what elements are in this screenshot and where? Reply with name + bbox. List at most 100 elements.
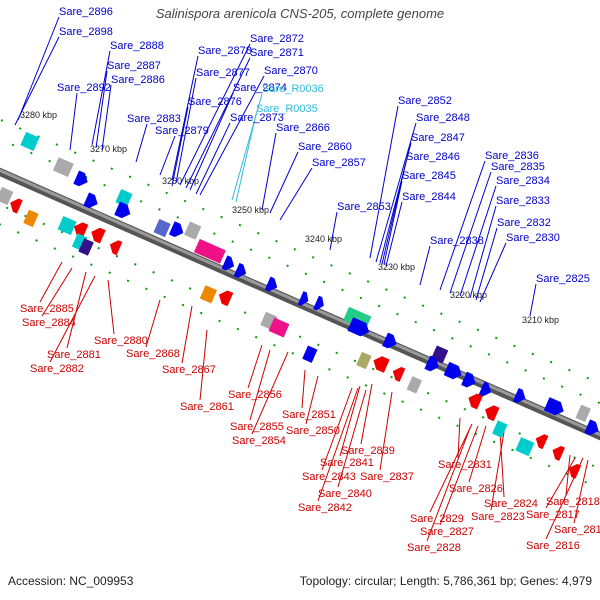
label-leader-line: [369, 105, 399, 259]
label-leaders: [14, 16, 589, 542]
scale-tick-label: 3280 kbp: [20, 110, 57, 120]
label-leader-line: [69, 92, 78, 151]
label-leader-line: [375, 122, 417, 263]
label-leader-line: [449, 171, 492, 294]
reverse-gene-label: Sare_2839: [341, 445, 395, 457]
scale-tick-label: 3210 kbp: [522, 315, 559, 325]
forward-gene-arrow: [114, 201, 131, 219]
forward-gene-arrow: [313, 295, 324, 311]
label-leader-line: [337, 389, 367, 488]
scale-ticks: 3280 kbp 3270 kbp 3260 kbp 3250 kbp 3240 kbp…: [20, 110, 559, 325]
rna-gene-label: Sare_R0036: [262, 83, 324, 95]
forward-gene-arrow: [543, 397, 564, 416]
label-leader-line: [469, 205, 497, 299]
reverse-gene-label: Sare_2837: [360, 471, 414, 483]
forward-gene-label: Sare_2873: [230, 112, 284, 124]
reverse-gene-arrow: [485, 405, 500, 422]
reverse-gene-label: Sare_2880: [94, 335, 148, 347]
gene-box: [406, 376, 423, 394]
label-leader-line: [179, 43, 251, 186]
rna-gene-label: Sare_R0035: [256, 103, 318, 115]
reverse-gene-label: Sare_2843: [302, 471, 356, 483]
label-leader-line: [145, 299, 161, 348]
reverse-gene-label: Sare_2854: [232, 435, 286, 447]
forward-gene-label: Sare_2872: [250, 33, 304, 45]
reverse-gene-arrow: [392, 366, 406, 382]
forward-gene-label: Sare_2879: [155, 125, 209, 137]
reverse-gene-arrow: [552, 445, 566, 461]
forward-gene-arrow: [233, 262, 247, 278]
label-leader-line: [379, 391, 393, 471]
label-leader-line: [419, 245, 431, 286]
label-leader-line: [107, 279, 115, 335]
forward-gene-arrow: [221, 255, 235, 271]
reverse-gene-label: Sare_2816: [526, 540, 580, 552]
reverse-gene-label: Sare_2885: [20, 303, 74, 315]
forward-gene-label: Sare_2830: [506, 232, 560, 244]
label-leader-line: [426, 427, 471, 542]
reverse-gene-arrow: [91, 227, 106, 244]
forward-gene-label: Sare_2833: [496, 195, 550, 207]
forward-gene-arrow: [264, 276, 278, 292]
forward-gene-arrow: [382, 332, 397, 349]
gene-box: [20, 131, 40, 152]
reverse-gene-label: Sare_2829: [410, 513, 464, 525]
reverse-gene-label: Sare_2868: [126, 348, 180, 360]
forward-gene-label: Sare_2845: [402, 170, 456, 182]
label-leader-line: [479, 242, 507, 303]
reverse-gene-label: Sare_2828: [407, 542, 461, 554]
reverse-gene-label: Sare_2826: [449, 483, 503, 495]
label-leader-line: [189, 92, 234, 191]
reverse-gene-label: Sare_2855: [230, 421, 284, 433]
reverse-gene-label: Sare_2884: [22, 317, 76, 329]
forward-gene-label: Sare_2878: [198, 45, 252, 57]
label-leader-line: [545, 457, 576, 509]
forward-gene-label: Sare_2832: [497, 217, 551, 229]
label-leader-line: [171, 55, 199, 181]
label-leader-line: [468, 425, 487, 483]
label-leader-line: [385, 201, 403, 267]
label-leader-line: [499, 429, 505, 498]
forward-gene-label: Sare_2853: [337, 201, 391, 213]
gene-box: [575, 404, 591, 423]
forward-gene-label: Sare_2836: [485, 150, 539, 162]
label-leader-line: [279, 167, 313, 221]
forward-gene-arrow: [168, 221, 184, 238]
label-leader-line: [135, 123, 148, 163]
label-leader-line: [439, 160, 486, 291]
reverse-gene-label: Sare_2823: [471, 511, 525, 523]
label-leader-line: [329, 211, 338, 251]
label-leader-line: [199, 75, 265, 196]
label-leader-line: [247, 344, 263, 389]
forward-gene-label: Sare_2871: [250, 47, 304, 59]
reverse-gene-label: Sare_2818: [546, 496, 600, 508]
label-leader-line: [269, 151, 299, 214]
label-leader-line: [573, 459, 589, 524]
label-leader-line: [159, 135, 176, 176]
forward-gene-label: Sare_2825: [536, 273, 590, 285]
forward-gene-label: Sare_2898: [59, 26, 113, 38]
label-leader-line: [175, 77, 197, 184]
forward-gene-label: Sare_2876: [188, 96, 242, 108]
gene-box: [23, 209, 39, 228]
reverse-gene-arrow: [218, 290, 234, 307]
reverse-gene-arrow: [568, 463, 582, 479]
forward-gene-arrow: [443, 361, 462, 380]
map-title: Salinispora arenicola CNS-205, complete …: [155, 6, 445, 21]
gene-box: [492, 420, 508, 438]
forward-gene-label: Sare_2860: [298, 141, 352, 153]
label-leader-line: [301, 369, 306, 409]
reverse-gene-arrow: [468, 393, 483, 410]
forward-gene-label: Sare_2892: [57, 82, 111, 94]
reverse-gene-label: Sare_2861: [180, 401, 234, 413]
forward-gene-label: Sare_2888: [110, 40, 164, 52]
label-leader-line: [49, 275, 96, 363]
label-leader-line: [181, 305, 193, 364]
forward-gene-label: Sare_2874: [233, 82, 287, 94]
label-leader-line: [195, 122, 231, 195]
label-leader-line: [41, 267, 73, 317]
label-leader-line: [17, 16, 60, 121]
scale-tick-label: 3270 kbp: [90, 144, 127, 154]
label-leader-line: [529, 283, 537, 317]
